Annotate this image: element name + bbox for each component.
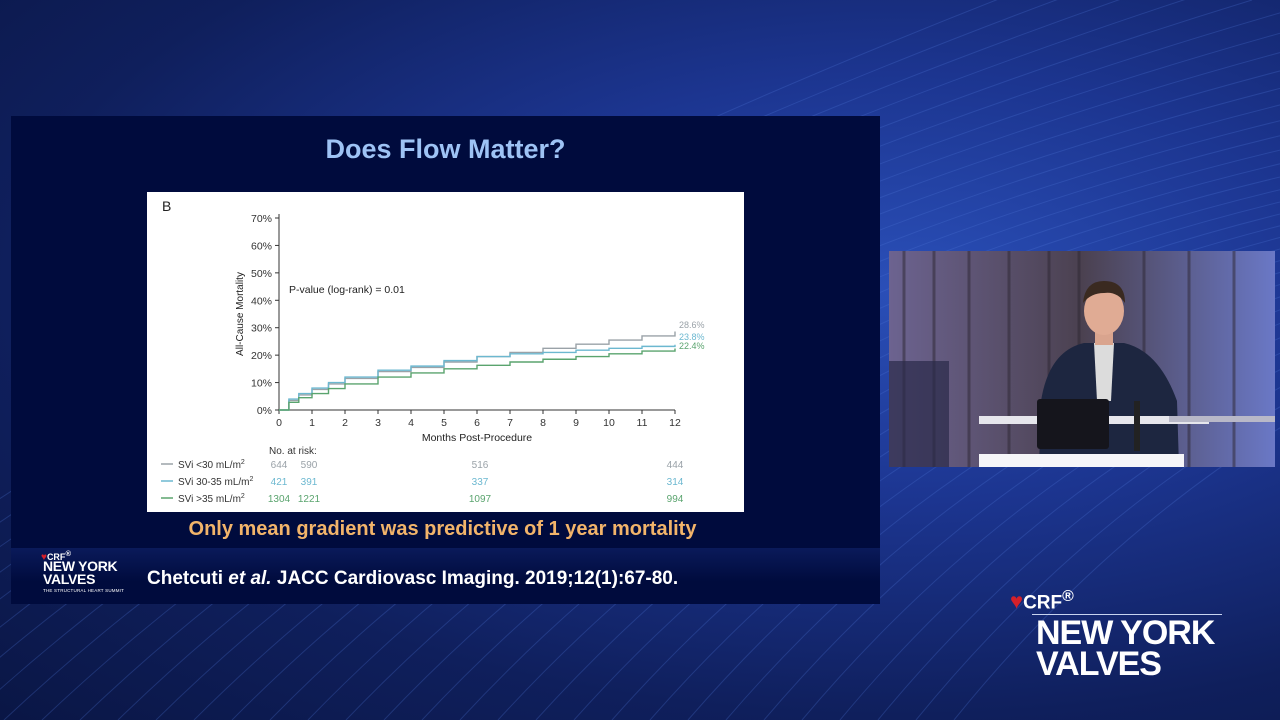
series-end-label-3: 22.4% xyxy=(679,341,705,351)
slide-logo-crf: ♥CRF® xyxy=(41,549,71,563)
risk-value: 994 xyxy=(667,494,684,505)
x-tick-label: 4 xyxy=(408,417,414,429)
brand-logo-crf: ♥CRF® xyxy=(1010,588,1074,614)
chart-figure: B 0% 10% 20% 30% 40% 50% 60% 70% 0 1 2 3 4 5 6 7 8 9 10 11 12… xyxy=(147,192,744,512)
y-tick-label: 50% xyxy=(251,268,272,280)
y-tick-label: 30% xyxy=(251,323,272,335)
risk-legend-label-1: SVi <30 mL/m2 xyxy=(178,459,245,471)
risk-value: 1221 xyxy=(298,494,321,505)
risk-value: 421 xyxy=(271,477,288,488)
x-axis-label: Months Post-Procedure xyxy=(422,432,532,444)
citation-etal: et al. xyxy=(228,568,272,589)
heart-icon: ♥ xyxy=(41,552,47,563)
slide-logo-wordmark: NEW YORK VALVES xyxy=(43,558,118,587)
x-tick-label: 2 xyxy=(342,417,348,429)
y-tick-label: 40% xyxy=(251,295,272,307)
y-tick-label: 20% xyxy=(251,350,272,362)
y-axis-label: All-Cause Mortality xyxy=(235,272,246,356)
risk-value: 590 xyxy=(301,460,318,471)
risk-legend-label-2: SVi 30-35 mL/m2 xyxy=(178,476,254,488)
y-tick-label: 0% xyxy=(257,405,272,417)
speaker-scene xyxy=(889,251,1275,467)
series-end-label-2: 23.8% xyxy=(679,332,705,342)
slide-logo-tagline: THE STRUCTURAL HEART SUMMIT xyxy=(43,588,125,593)
x-tick-label: 6 xyxy=(474,417,480,429)
x-tick-label: 7 xyxy=(507,417,513,429)
x-tick-label: 11 xyxy=(637,417,648,429)
citation-journal: JACC Cardiovasc Imaging. 2019;12(1):67-8… xyxy=(276,568,679,589)
slide-footer-band xyxy=(11,548,880,604)
series-line-2 xyxy=(279,344,676,411)
x-tick-label: 12 xyxy=(669,417,681,429)
series-line-3 xyxy=(279,348,676,411)
brand-logo: ♥CRF® NEW YORK VALVES xyxy=(1010,588,1240,688)
risk-value: 337 xyxy=(472,477,489,488)
brand-wordmark: NEW YORK VALVES xyxy=(1036,614,1215,683)
panel-label: B xyxy=(162,198,171,214)
risk-value: 391 xyxy=(301,477,318,488)
x-tick-label: 10 xyxy=(603,417,615,429)
risk-value: 516 xyxy=(472,460,489,471)
y-tick-label: 10% xyxy=(251,378,272,390)
risk-value: 444 xyxy=(667,460,684,471)
y-tick-label: 70% xyxy=(251,213,272,225)
x-tick-label: 3 xyxy=(375,417,381,429)
x-tick-label: 8 xyxy=(540,417,546,429)
series-end-label-1: 28.6% xyxy=(679,320,705,330)
citation: Chetcuti et al. JACC Cardiovasc Imaging.… xyxy=(147,568,678,590)
slide-logo: ♥CRF® NEW YORK VALVES THE STRUCTURAL HEA… xyxy=(31,549,131,601)
x-tick-label: 1 xyxy=(309,417,315,429)
x-tick-label: 0 xyxy=(276,417,282,429)
heart-icon: ♥ xyxy=(1010,588,1024,614)
slide-title: Does Flow Matter? xyxy=(325,134,566,164)
presentation-slide: Does Flow Matter? B 0% 10% 20% 30% 40% 50% 60% 7… xyxy=(11,116,880,604)
slide-takeaway: Only mean gradient was predictive of 1 y… xyxy=(188,518,697,540)
series-line-1 xyxy=(279,331,676,411)
risk-value: 1097 xyxy=(469,494,492,505)
p-value-annotation: P-value (log-rank) = 0.01 xyxy=(289,284,405,296)
x-tick-label: 9 xyxy=(573,417,579,429)
risk-value: 314 xyxy=(667,477,684,488)
y-tick-label: 60% xyxy=(251,240,272,252)
citation-authors: Chetcuti xyxy=(147,568,223,589)
speaker-video xyxy=(889,251,1275,467)
survival-chart: B0%10%20%30%40%50%60%70%0 1 2 3 4 5 6 7 8 9 10 11 12… xyxy=(161,198,705,505)
risk-value: 1304 xyxy=(268,494,291,505)
x-tick-label: 5 xyxy=(441,417,447,429)
risk-value: 644 xyxy=(271,460,288,471)
risk-legend-label-3: SVi >35 mL/m2 xyxy=(178,493,245,505)
brand-divider xyxy=(1032,614,1222,615)
risk-table-title: No. at risk: xyxy=(269,446,317,457)
